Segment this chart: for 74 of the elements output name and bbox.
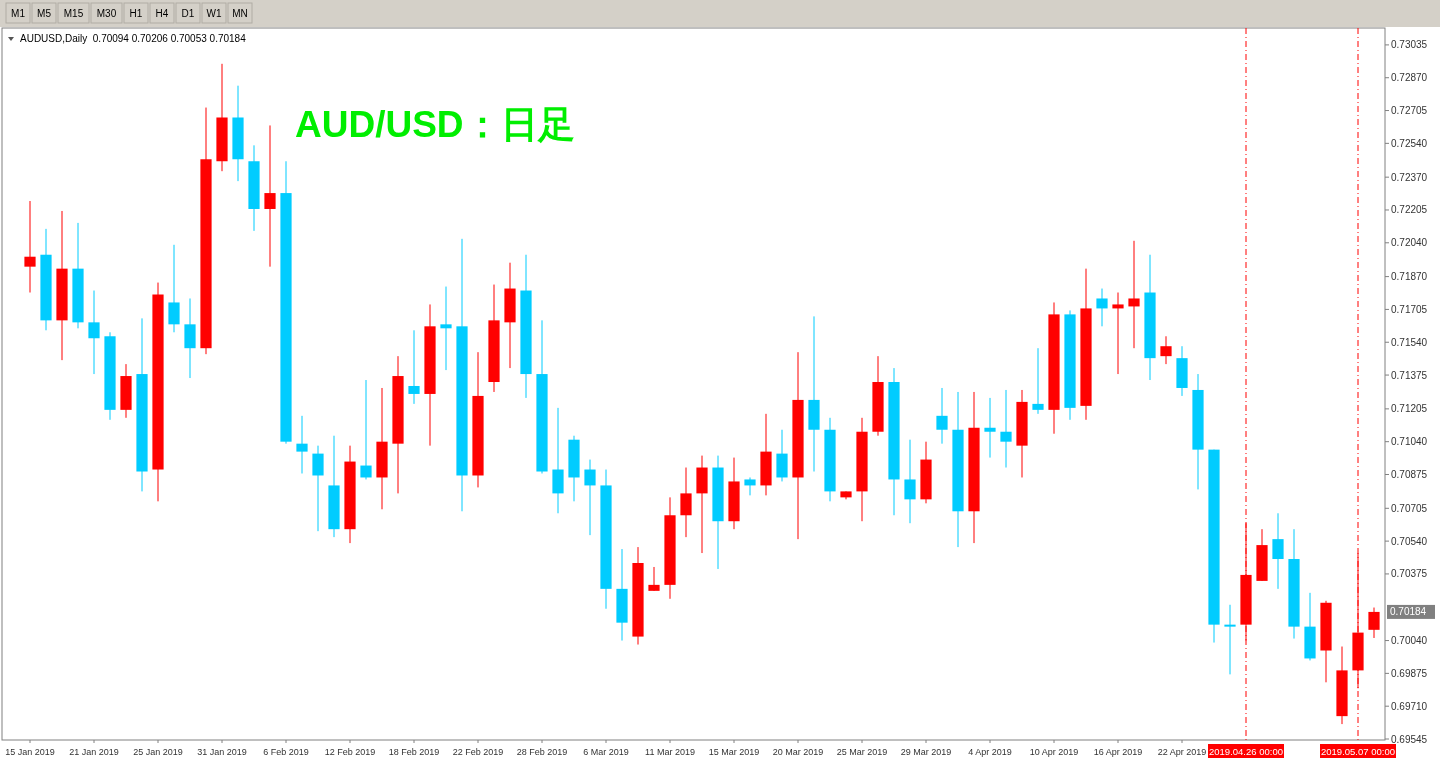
candlestick [776, 429, 788, 482]
candlestick [360, 379, 372, 480]
candlestick [552, 407, 564, 514]
x-tick-label: 21 Jan 2019 [69, 746, 119, 757]
candlestick [24, 200, 36, 294]
x-tick-label: 10 Apr 2019 [1029, 746, 1079, 757]
text: AUD/USD：日足 [295, 104, 575, 145]
y-tick-label: 0.70040 [1391, 635, 1428, 647]
x-tick-label: 6 Mar 2019 [583, 746, 629, 757]
candlestick [168, 244, 180, 333]
candlestick [648, 566, 660, 592]
candlestick [312, 445, 324, 532]
y-tick-label: 0.72870 [1391, 72, 1428, 84]
x-tick-label: 25 Jan 2019 [133, 746, 183, 757]
y-tick-label: 0.71540 [1391, 336, 1428, 348]
candlestick [1032, 347, 1044, 415]
y-tick-label: 0.70705 [1391, 502, 1428, 514]
candlestick [1112, 292, 1124, 375]
x-tick-label: 2019.04.26 00:00 [1209, 745, 1283, 757]
y-tick-label: 0.72205 [1391, 204, 1428, 216]
x-tick-label: 15 Jan 2019 [5, 746, 55, 757]
candlestick [408, 329, 420, 405]
candlestick [1096, 288, 1108, 327]
x-tick-label: 4 Apr 2019 [968, 746, 1012, 757]
y-tick-label: 0.71870 [1391, 271, 1428, 283]
y-tick-label: 0.70540 [1391, 535, 1428, 547]
y-tick-label: 0.71705 [1391, 303, 1428, 315]
x-tick-label: 6 Feb 2019 [263, 746, 309, 757]
x-tick-label: 16 Apr 2019 [1093, 746, 1143, 757]
y-tick-label: 0.71205 [1391, 403, 1428, 415]
y-tick-label: 0.71375 [1391, 369, 1428, 381]
candlestick [1272, 512, 1284, 590]
x-tick-label: 31 Jan 2019 [197, 746, 247, 757]
candlestick [936, 387, 948, 445]
y-tick-label: 0.69710 [1391, 700, 1428, 712]
x-tick-label: 29 Mar 2019 [900, 746, 952, 757]
y-tick-label: 0.72540 [1391, 137, 1428, 149]
candlestick [1000, 389, 1012, 469]
x-tick-label: 22 Apr 2019 [1157, 746, 1207, 757]
x-tick-label: 12 Feb 2019 [324, 746, 376, 757]
y-tick-label: 0.72705 [1391, 105, 1428, 117]
y-tick-label: 0.72370 [1391, 171, 1428, 183]
x-tick-label: 25 Mar 2019 [836, 746, 888, 757]
x-tick-label: 15 Mar 2019 [708, 746, 760, 757]
x-tick-label: 11 Mar 2019 [645, 746, 695, 757]
y-tick-label: 0.73035 [1391, 39, 1428, 51]
candlestick [904, 439, 916, 524]
candlestick [296, 415, 308, 474]
x-tick-label: 22 Feb 2019 [452, 746, 504, 757]
candlestick [744, 476, 756, 496]
candlestick [1160, 335, 1172, 365]
x-tick-label: 28 Feb 2019 [516, 746, 568, 757]
x-tick-label: 20 Mar 2019 [772, 746, 824, 757]
text: 0.70184 [1390, 606, 1427, 618]
candlestick [584, 459, 596, 536]
candlestick [88, 290, 100, 375]
candlestick [184, 297, 196, 379]
candlestick [984, 397, 996, 459]
y-tick-label: 0.71040 [1391, 436, 1428, 448]
text: AUDUSD,Daily 0.70094 0.70206 0.70053 0.70184 [20, 33, 247, 44]
y-tick-label: 0.70875 [1391, 468, 1428, 480]
candlestick [440, 286, 452, 371]
y-tick-label: 0.69875 [1391, 667, 1428, 679]
y-tick-label: 0.69545 [1391, 733, 1428, 745]
candlestick [1368, 607, 1380, 639]
candlestick [264, 124, 276, 268]
x-tick-label: 2019.05.07 00:00 [1321, 745, 1395, 757]
timeframe-toolbar: M1 M5 M15 M30 H1 H4 D1 W1 MN [0, 0, 1440, 27]
x-tick-label: 18 Feb 2019 [388, 746, 440, 757]
candlestick [1128, 240, 1140, 349]
y-tick-label: 0.70375 [1391, 568, 1428, 580]
candlestick [1224, 604, 1236, 675]
y-tick-label: 0.72040 [1391, 237, 1428, 249]
candlestick [680, 467, 692, 538]
